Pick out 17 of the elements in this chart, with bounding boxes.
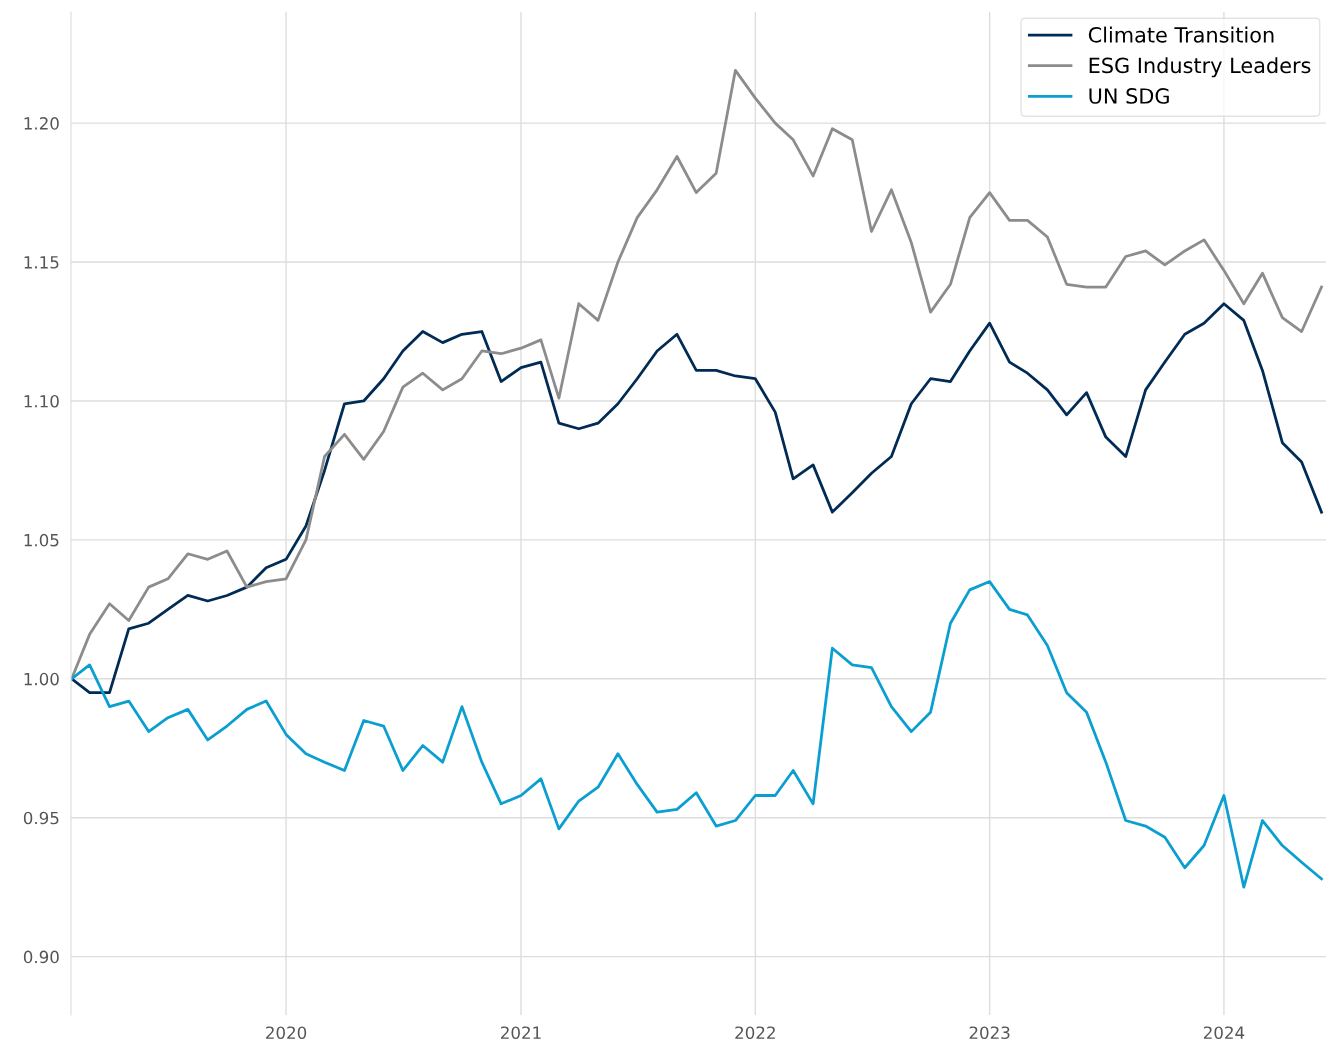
- legend-label: Climate Transition: [1088, 26, 1274, 43]
- y-tick-label: 1.15: [24, 256, 59, 269]
- x-tick-label: 2024: [1203, 1026, 1245, 1040]
- y-tick-label: 0.90: [23, 950, 59, 964]
- y-tick-label: 0.95: [23, 811, 59, 825]
- x-tick-label: 2022: [735, 1026, 775, 1040]
- line-series: [71, 580, 1323, 889]
- y-tick-label: 1.05: [24, 533, 59, 547]
- x-tick-label: 2021: [501, 1026, 541, 1040]
- legend-label: UN SDG: [1089, 88, 1169, 104]
- y-tick-label: 1.20: [24, 117, 59, 130]
- x-tick-label: 2023: [969, 1026, 1010, 1040]
- x-tick-label: 2020: [266, 1026, 307, 1040]
- y-tick-label: 1.00: [24, 672, 59, 686]
- line-series: [71, 302, 1323, 695]
- legend-label: ESG Industry Leaders: [1089, 57, 1311, 78]
- y-tick-label: 1.10: [24, 394, 59, 408]
